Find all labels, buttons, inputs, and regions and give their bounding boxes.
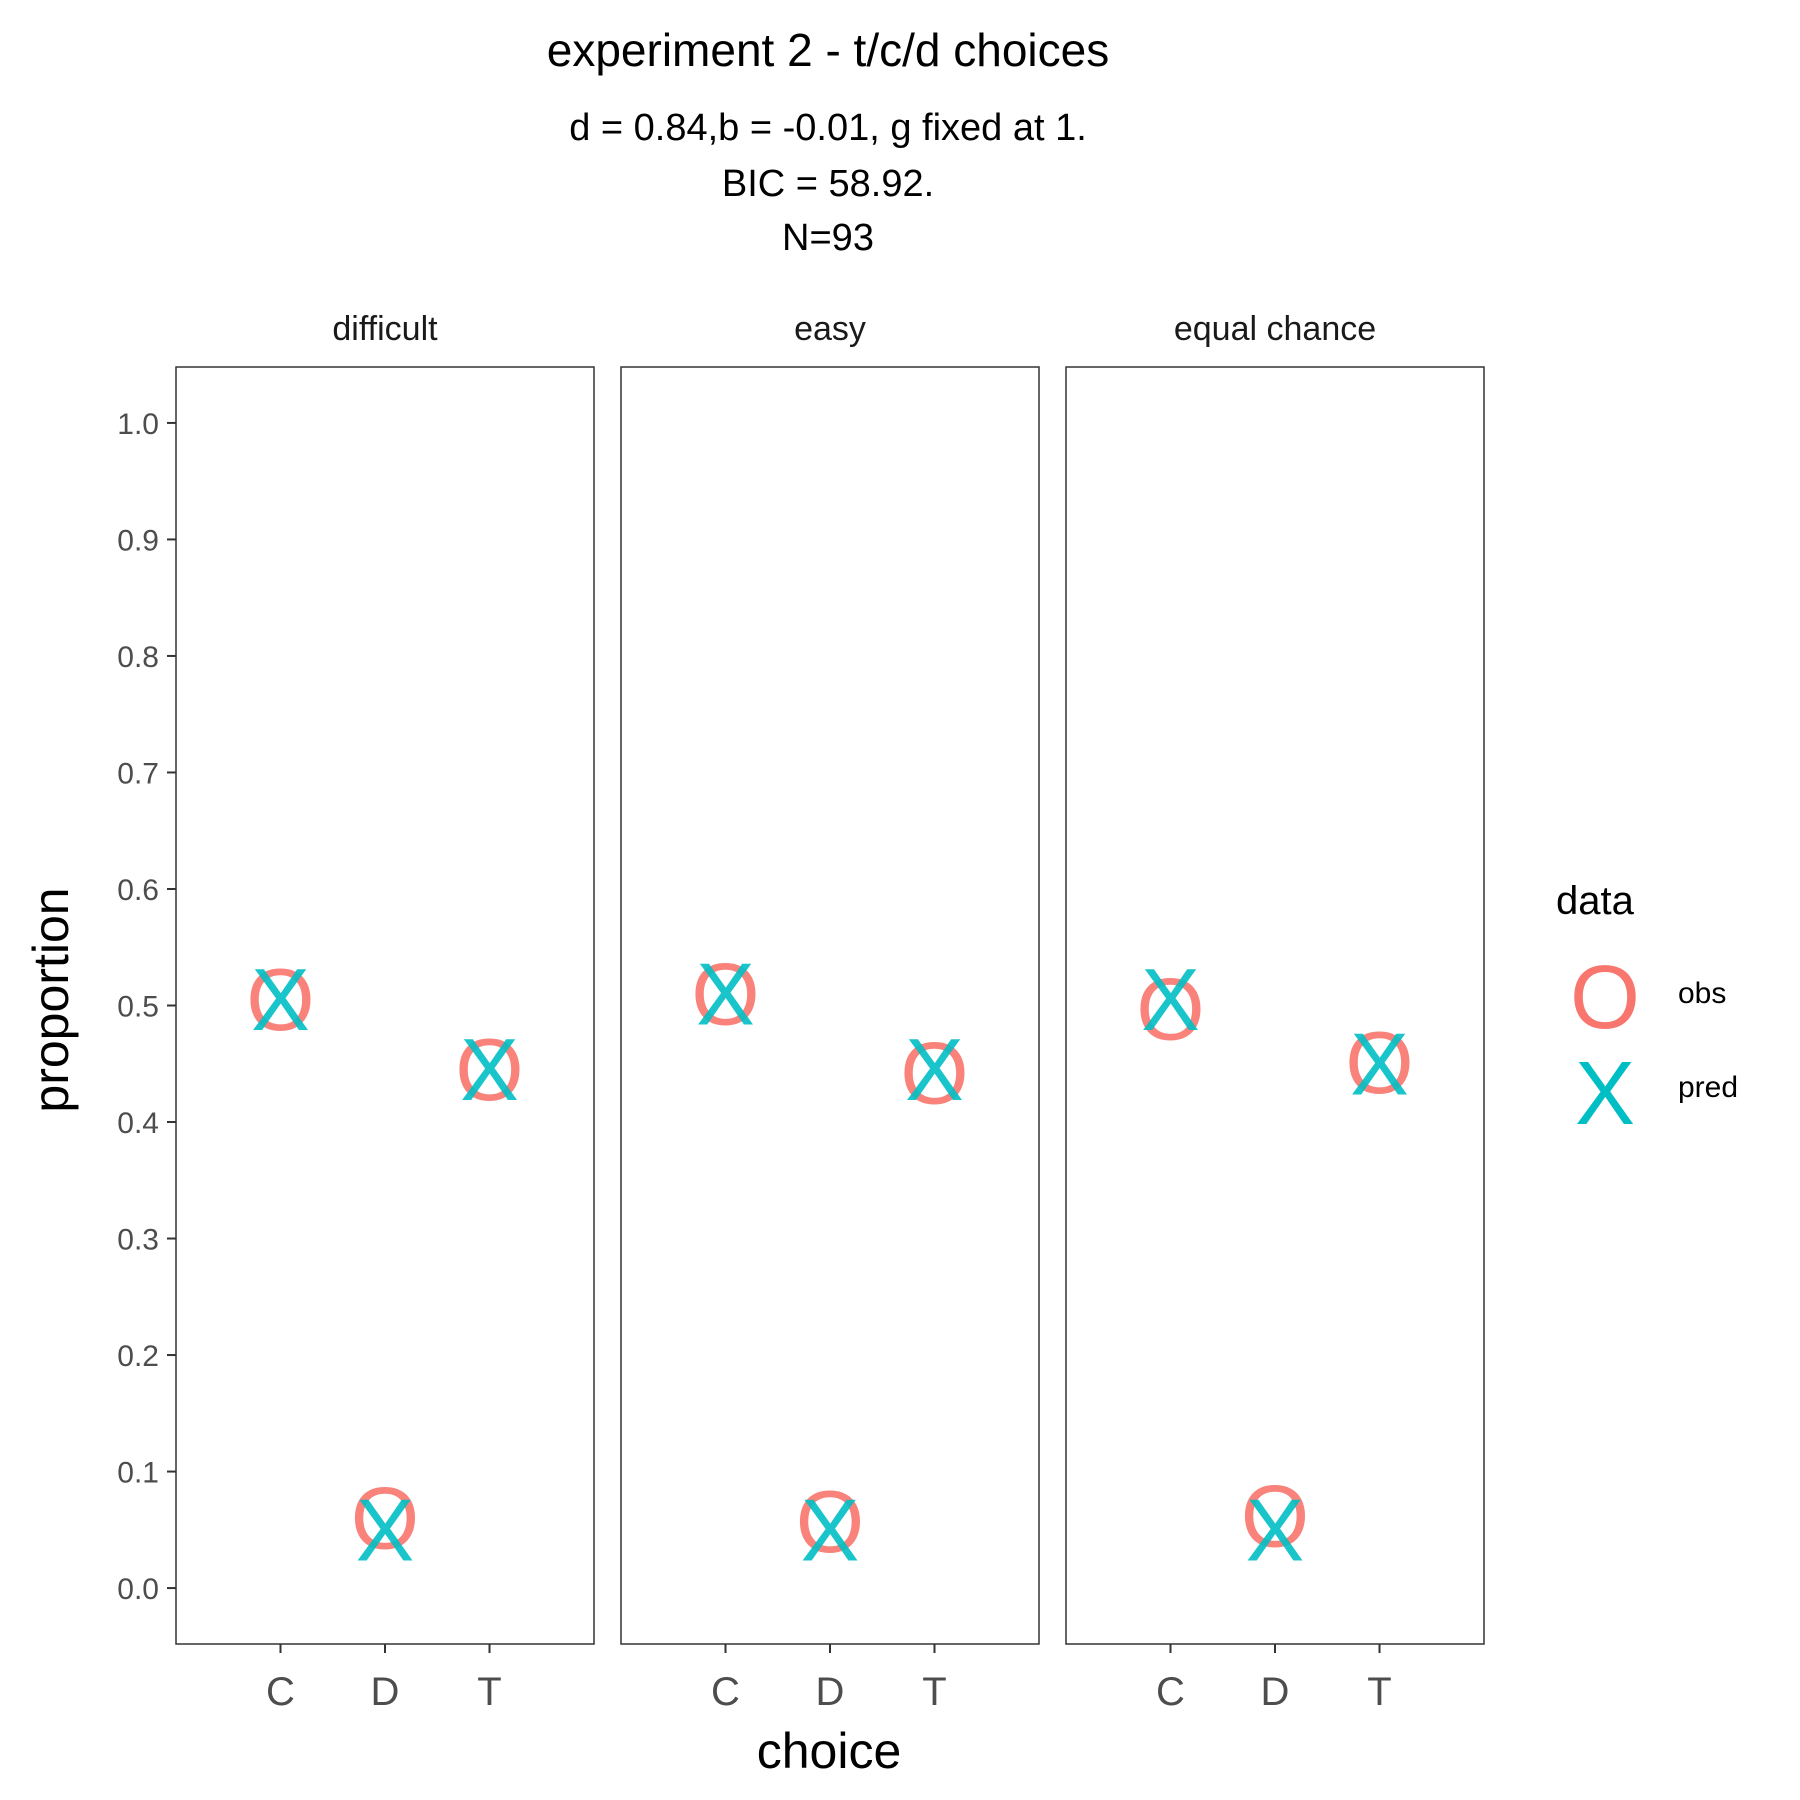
y-axis-title: proportion bbox=[23, 887, 79, 1112]
legend-pred-glyph: X bbox=[1575, 1044, 1635, 1144]
data-point-pred: X bbox=[905, 1020, 964, 1119]
x-axis-title: choice bbox=[757, 1723, 902, 1779]
x-tick-label: C bbox=[711, 1670, 740, 1714]
chart-subtitle-line-3: N=93 bbox=[782, 217, 874, 259]
y-tick-label: 0.6 bbox=[117, 874, 159, 907]
y-tick-label: 0.5 bbox=[117, 991, 159, 1024]
data-point-pred: X bbox=[460, 1020, 519, 1119]
legend-title: data bbox=[1556, 879, 1635, 923]
y-tick-label: 0.8 bbox=[117, 641, 159, 674]
x-tick-label: T bbox=[1367, 1670, 1391, 1714]
data-point-pred: X bbox=[1350, 1014, 1409, 1113]
legend-obs-label: obs bbox=[1678, 977, 1726, 1010]
facet-strip-label: easy bbox=[794, 310, 866, 348]
data-point-obs: O bbox=[1241, 1466, 1309, 1565]
data-point-obs: O bbox=[1136, 959, 1204, 1058]
data-point-obs: O bbox=[691, 944, 759, 1043]
data-point-pred: X bbox=[1141, 950, 1200, 1049]
data-point-pred: X bbox=[251, 950, 310, 1049]
data-point-pred: X bbox=[356, 1480, 415, 1579]
y-tick-label: 0.7 bbox=[117, 757, 159, 790]
data-point-obs: O bbox=[351, 1469, 419, 1568]
y-tick-label: 0.2 bbox=[117, 1340, 159, 1373]
legend: data O obs X pred bbox=[1556, 879, 1738, 1144]
chart-title: experiment 2 - t/c/d choices bbox=[547, 24, 1109, 76]
data-point-obs: O bbox=[900, 1024, 968, 1123]
x-tick-label: C bbox=[266, 1670, 295, 1714]
panel-border bbox=[1065, 366, 1485, 1645]
x-tick-label: D bbox=[816, 1670, 845, 1714]
y-tick-label: 0.3 bbox=[117, 1224, 159, 1257]
data-point-pred: X bbox=[696, 944, 755, 1043]
data-point-obs: O bbox=[246, 950, 314, 1049]
x-tick-label: T bbox=[922, 1670, 946, 1714]
x-tick-label: D bbox=[371, 1670, 400, 1714]
data-point-obs: O bbox=[1345, 1013, 1413, 1112]
panel-border bbox=[620, 366, 1040, 1645]
chart-subtitle-line-1: d = 0.84,b = -0.01, g fixed at 1. bbox=[569, 107, 1087, 149]
facet-strip-label: difficult bbox=[332, 310, 438, 348]
legend-pred-label: pred bbox=[1678, 1071, 1738, 1104]
x-tick-label: D bbox=[1261, 1670, 1290, 1714]
x-tick-label: C bbox=[1156, 1670, 1185, 1714]
facet-strip-label: equal chance bbox=[1174, 310, 1376, 348]
data-point-pred: X bbox=[801, 1480, 860, 1579]
data-point-obs: O bbox=[796, 1472, 864, 1571]
y-tick-label: 0.0 bbox=[117, 1573, 159, 1606]
y-tick-label: 1.0 bbox=[117, 408, 159, 441]
y-tick-label: 0.4 bbox=[117, 1107, 159, 1140]
data-point-obs: O bbox=[455, 1020, 523, 1119]
x-tick-label: T bbox=[477, 1670, 501, 1714]
legend-obs-glyph: O bbox=[1570, 948, 1640, 1048]
data-point-pred: X bbox=[1246, 1480, 1305, 1579]
panel-border bbox=[175, 366, 595, 1645]
y-tick-label: 0.1 bbox=[117, 1457, 159, 1490]
chart-subtitle-line-2: BIC = 58.92. bbox=[722, 163, 934, 205]
y-tick-label: 0.9 bbox=[117, 524, 159, 557]
y-axis: 0.0 0.1 0.2 0.3 0.4 0.5 0.6 0.7 0.8 0.9 1.0 bbox=[117, 408, 176, 1606]
